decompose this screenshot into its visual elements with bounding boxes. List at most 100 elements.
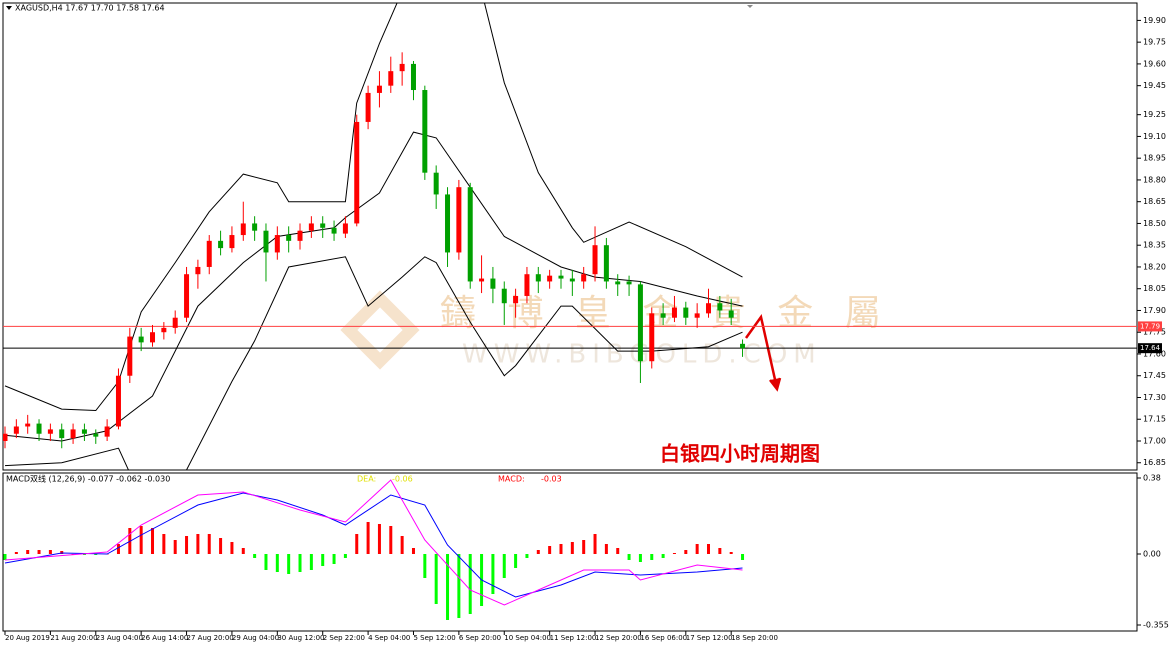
y-tick-label: 18.50 — [1143, 219, 1166, 228]
candle-body — [637, 284, 643, 362]
macd-label: MACD: — [498, 475, 525, 484]
macd-line — [4, 492, 743, 598]
x-tick-label: 18 Sep 20:00 — [731, 634, 778, 642]
candle-body — [513, 295, 519, 304]
candle-body — [410, 63, 416, 91]
macd-bar — [241, 548, 245, 554]
x-tick-label: 5 Sep 12:00 — [413, 634, 455, 642]
candle-body — [59, 429, 65, 439]
price-label: 17.64 — [1140, 344, 1161, 352]
macd-bar — [593, 534, 597, 554]
y-tick-label: 0.38 — [1143, 474, 1161, 483]
macd-bar — [672, 553, 676, 554]
candle-body — [263, 230, 269, 253]
macd-bar — [570, 542, 574, 554]
candle-body — [376, 85, 382, 93]
macd-bar — [14, 552, 18, 554]
candle-body — [603, 245, 609, 282]
macd-bar — [60, 551, 64, 554]
x-tick-label: 4 Sep 04:00 — [368, 634, 410, 642]
candle-body — [422, 90, 428, 173]
macd-bar — [695, 544, 699, 554]
macd-bar — [536, 550, 540, 554]
macd-bar — [559, 544, 563, 554]
y-tick-label: 19.75 — [1143, 38, 1166, 47]
x-tick-label: 20 Aug 2019 — [5, 634, 50, 642]
macd-bar — [491, 554, 495, 594]
candle-body — [127, 336, 133, 376]
candle-body — [331, 227, 337, 234]
macd-bar — [423, 554, 427, 578]
macd-bar — [219, 538, 223, 554]
x-tick-label: 27 Aug 20:00 — [187, 634, 234, 642]
macd-bar — [253, 554, 257, 558]
y-tick-label: 19.90 — [1143, 16, 1166, 25]
x-tick-label: 23 Aug 04:00 — [96, 634, 143, 642]
candle-body — [456, 187, 462, 253]
macd-bar — [332, 554, 336, 564]
candle-body — [649, 313, 655, 362]
y-tick-label: 18.20 — [1143, 262, 1166, 271]
macd-bar — [173, 540, 177, 554]
macd-panel — [2, 472, 1138, 632]
dea-label: DEA: — [357, 475, 376, 484]
x-tick-label: 21 Aug 20:00 — [50, 634, 97, 642]
candle-body — [728, 310, 734, 318]
macd-bar — [48, 550, 52, 554]
macd-bar — [82, 554, 86, 555]
candle-body — [433, 172, 439, 195]
y-tick-label: 0.00 — [1143, 550, 1161, 559]
candle-body — [671, 307, 677, 318]
macd-bar — [366, 522, 370, 554]
price-label: 17.79 — [1140, 322, 1160, 330]
x-tick-label: 26 Aug 14:00 — [141, 634, 188, 642]
x-tick-label: 2 Sep 22:00 — [323, 634, 365, 642]
candle-body — [297, 230, 303, 241]
macd-bar — [287, 554, 291, 574]
menu-triangle — [6, 6, 12, 10]
candle-body — [286, 235, 292, 241]
macd-bar — [94, 554, 98, 555]
y-tick-label: 19.10 — [1143, 132, 1166, 141]
candle-body — [25, 423, 31, 427]
candle-body — [320, 223, 326, 228]
y-tick-label: 19.25 — [1143, 110, 1166, 119]
y-tick-label: 17.45 — [1143, 371, 1166, 380]
candle-body — [467, 187, 473, 282]
macd-bar — [389, 526, 393, 554]
macd-bar — [151, 528, 155, 554]
candle-body — [490, 278, 496, 289]
macd-bar — [627, 554, 631, 560]
macd-bar — [264, 554, 268, 570]
macd-bar — [548, 546, 552, 554]
macd-bar — [275, 554, 279, 572]
candle-body — [195, 266, 201, 275]
annotation: 白银四小时周期图 — [660, 442, 820, 466]
candle-body — [581, 274, 587, 282]
candle-body — [342, 223, 348, 234]
y-tick-label: 18.80 — [1143, 175, 1166, 184]
macd-bar — [616, 548, 620, 554]
candle-body — [274, 235, 280, 253]
macd-bar — [706, 544, 710, 554]
candle-body — [13, 426, 19, 434]
price-label-box — [1138, 321, 1162, 332]
macd-bar — [638, 554, 642, 562]
macd-bar — [400, 536, 404, 554]
candle-body — [150, 332, 156, 343]
candle-body — [172, 317, 178, 328]
candle-body — [104, 426, 110, 437]
candle-body — [93, 433, 99, 437]
candle-body — [229, 235, 235, 249]
macd-bar — [139, 526, 143, 554]
candle-body — [308, 223, 314, 231]
candle-body — [115, 375, 121, 427]
macd-bar — [446, 554, 450, 620]
macd-bar — [729, 552, 733, 554]
macd-bar — [468, 554, 472, 614]
y-tick-label: -0.355 — [1143, 621, 1169, 630]
candle-body — [161, 327, 167, 333]
candle-body — [252, 223, 258, 231]
macd-line — [4, 479, 743, 606]
macd-bar — [3, 554, 7, 560]
